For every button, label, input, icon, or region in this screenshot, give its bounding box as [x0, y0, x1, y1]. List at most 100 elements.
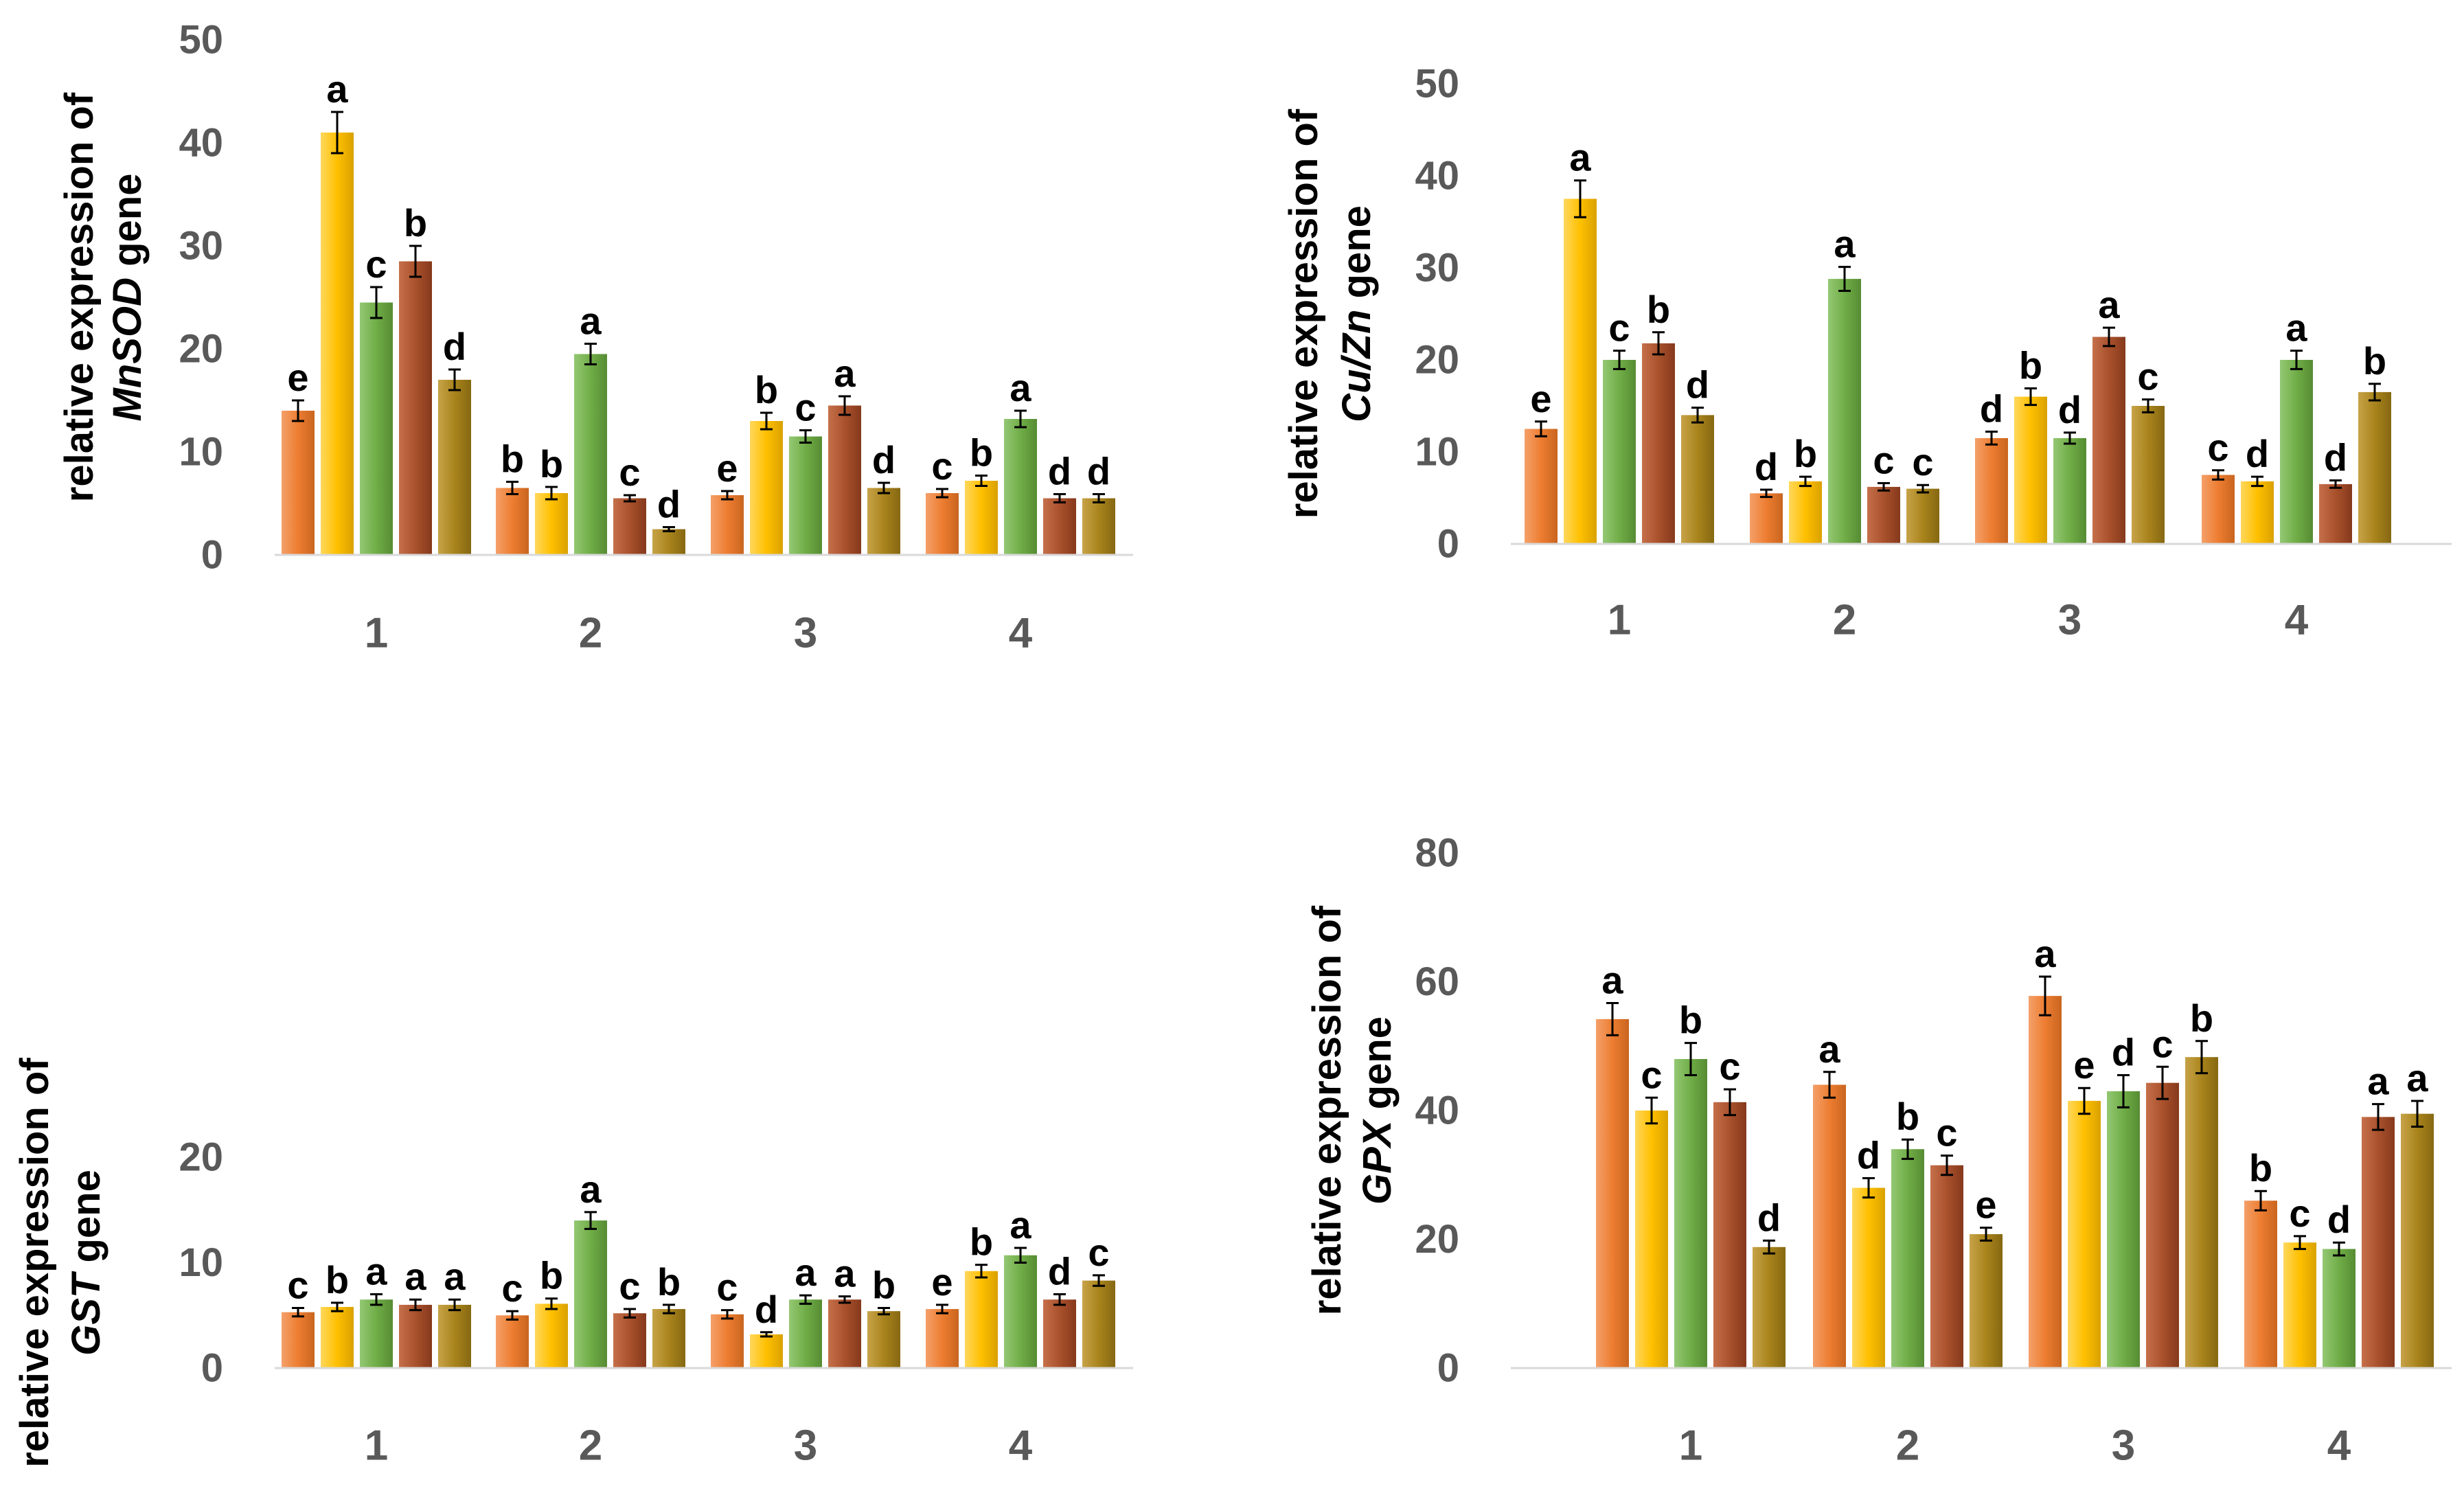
- bar-group2-series3: [574, 354, 607, 555]
- bar-group2-series1: [1813, 1084, 1846, 1368]
- significance-letter: b: [326, 1258, 349, 1301]
- error-bar: [1053, 493, 1066, 503]
- bar-group3-series4: [2146, 1082, 2179, 1368]
- bar-group2-series2: [535, 493, 568, 555]
- bar-group2-series5: [652, 1309, 685, 1368]
- significance-letter: a: [1569, 136, 1591, 179]
- significance-letter: d: [872, 438, 896, 481]
- bar-group1-series4: [399, 1304, 432, 1368]
- significance-letter: c: [1608, 306, 1630, 350]
- bar-group2-series1: [496, 488, 529, 555]
- bar-group3-series2: [2014, 396, 2047, 544]
- significance-letter: b: [1647, 288, 1670, 331]
- significance-letter: c: [931, 444, 952, 488]
- error-bar: [292, 1307, 304, 1318]
- significance-letter: d: [1857, 1133, 1880, 1176]
- bar-group4-series5: [1082, 498, 1115, 555]
- significance-letter: c: [716, 1266, 738, 1309]
- bar-group3-series5: [2132, 406, 2165, 544]
- error-bar: [584, 343, 597, 365]
- x-category-label: 4: [1009, 1422, 1033, 1470]
- bar-group1-series1: [282, 411, 315, 555]
- bar-group1-series5: [438, 1304, 471, 1368]
- bar-group3-series5: [2185, 1057, 2218, 1368]
- bar-group3-series1: [711, 1314, 744, 1368]
- significance-letter: c: [2152, 1022, 2173, 1065]
- y-tick-label: 50: [179, 18, 223, 62]
- bar-group3-series3: [2107, 1091, 2140, 1368]
- significance-letter: d: [1980, 387, 2003, 431]
- bar-group3-series3: [789, 1299, 822, 1368]
- significance-letter: b: [1679, 999, 1702, 1042]
- bar-group1-series1: [282, 1312, 315, 1368]
- y-tick-label: 80: [1415, 831, 1459, 876]
- error-bar: [839, 395, 851, 416]
- error-bar: [2294, 1235, 2306, 1251]
- significance-letter: d: [443, 325, 466, 368]
- significance-letter: a: [444, 1255, 466, 1298]
- significance-letter: e: [287, 356, 308, 399]
- y-tick-label: 50: [1415, 62, 1459, 106]
- error-bar: [624, 1308, 636, 1319]
- error-bar: [1985, 431, 1998, 446]
- error-bar: [292, 399, 304, 422]
- y-tick-label: 0: [1437, 522, 1459, 567]
- error-bar: [1941, 1154, 1953, 1176]
- bar-group4-series5: [1082, 1280, 1115, 1368]
- significance-letter: a: [834, 1252, 856, 1295]
- error-bar: [409, 1298, 422, 1312]
- error-bar: [2024, 387, 2037, 407]
- error-bar: [975, 475, 988, 487]
- significance-letter: d: [2112, 1030, 2135, 1073]
- bar-group3-series1: [711, 495, 744, 555]
- error-bar: [1535, 420, 1547, 437]
- error-bar: [1980, 1227, 1992, 1242]
- bar-group1-series5: [1681, 415, 1714, 544]
- gpx-chart: 0 20 40 60 80 relative expression of GPX gene a…: [1305, 831, 2452, 1470]
- y-tick-label: 0: [1437, 1346, 1459, 1391]
- bar-group4-series2: [2241, 481, 2274, 544]
- error-bar: [370, 1293, 383, 1306]
- error-bar: [721, 1309, 733, 1320]
- y-tick-label: 10: [179, 430, 223, 475]
- significance-letter: c: [287, 1264, 308, 1307]
- significance-letter: d: [1048, 450, 1071, 493]
- bar-group4-series5: [2358, 391, 2391, 544]
- significance-letter: a: [326, 67, 348, 111]
- bar-group4-series1: [926, 493, 959, 555]
- bar-group4-series4: [1043, 498, 1076, 555]
- error-bar: [1093, 1274, 1105, 1287]
- significance-letter: c: [1912, 440, 1933, 483]
- significance-letter: c: [1719, 1045, 1740, 1088]
- bar-group3-series3: [789, 436, 822, 555]
- significance-letter: a: [2406, 1056, 2428, 1100]
- bar-group4-series1: [2202, 475, 2235, 544]
- error-bar: [506, 1310, 518, 1321]
- bar-group2-series2: [535, 1304, 568, 1368]
- bar-group1-series4: [399, 261, 432, 555]
- error-bar: [1053, 1293, 1066, 1306]
- error-bar: [506, 481, 518, 495]
- x-category-label: 1: [1608, 597, 1631, 644]
- bar-group4-series4: [1043, 1299, 1076, 1368]
- significance-letter: a: [795, 1251, 817, 1294]
- bar-group1-series4: [1713, 1102, 1746, 1368]
- significance-letter: a: [580, 1168, 602, 1211]
- error-bar: [1014, 409, 1027, 429]
- significance-letter: a: [1601, 958, 1623, 1001]
- error-bar: [1652, 331, 1665, 356]
- error-bar: [1574, 179, 1586, 218]
- error-bar: [2064, 431, 2076, 445]
- bar-group3-series2: [750, 1334, 783, 1368]
- error-bar: [448, 368, 461, 391]
- significance-letter: b: [755, 368, 778, 411]
- error-bar: [2117, 1073, 2130, 1108]
- significance-letter: b: [2190, 997, 2213, 1040]
- error-bar: [936, 488, 948, 499]
- x-category-label: 1: [365, 610, 388, 657]
- error-bar: [1878, 482, 1890, 492]
- gene-suffix: gene: [105, 174, 150, 278]
- gene-suffix: gene: [1355, 1016, 1400, 1121]
- y-tick-label: 10: [1415, 430, 1459, 475]
